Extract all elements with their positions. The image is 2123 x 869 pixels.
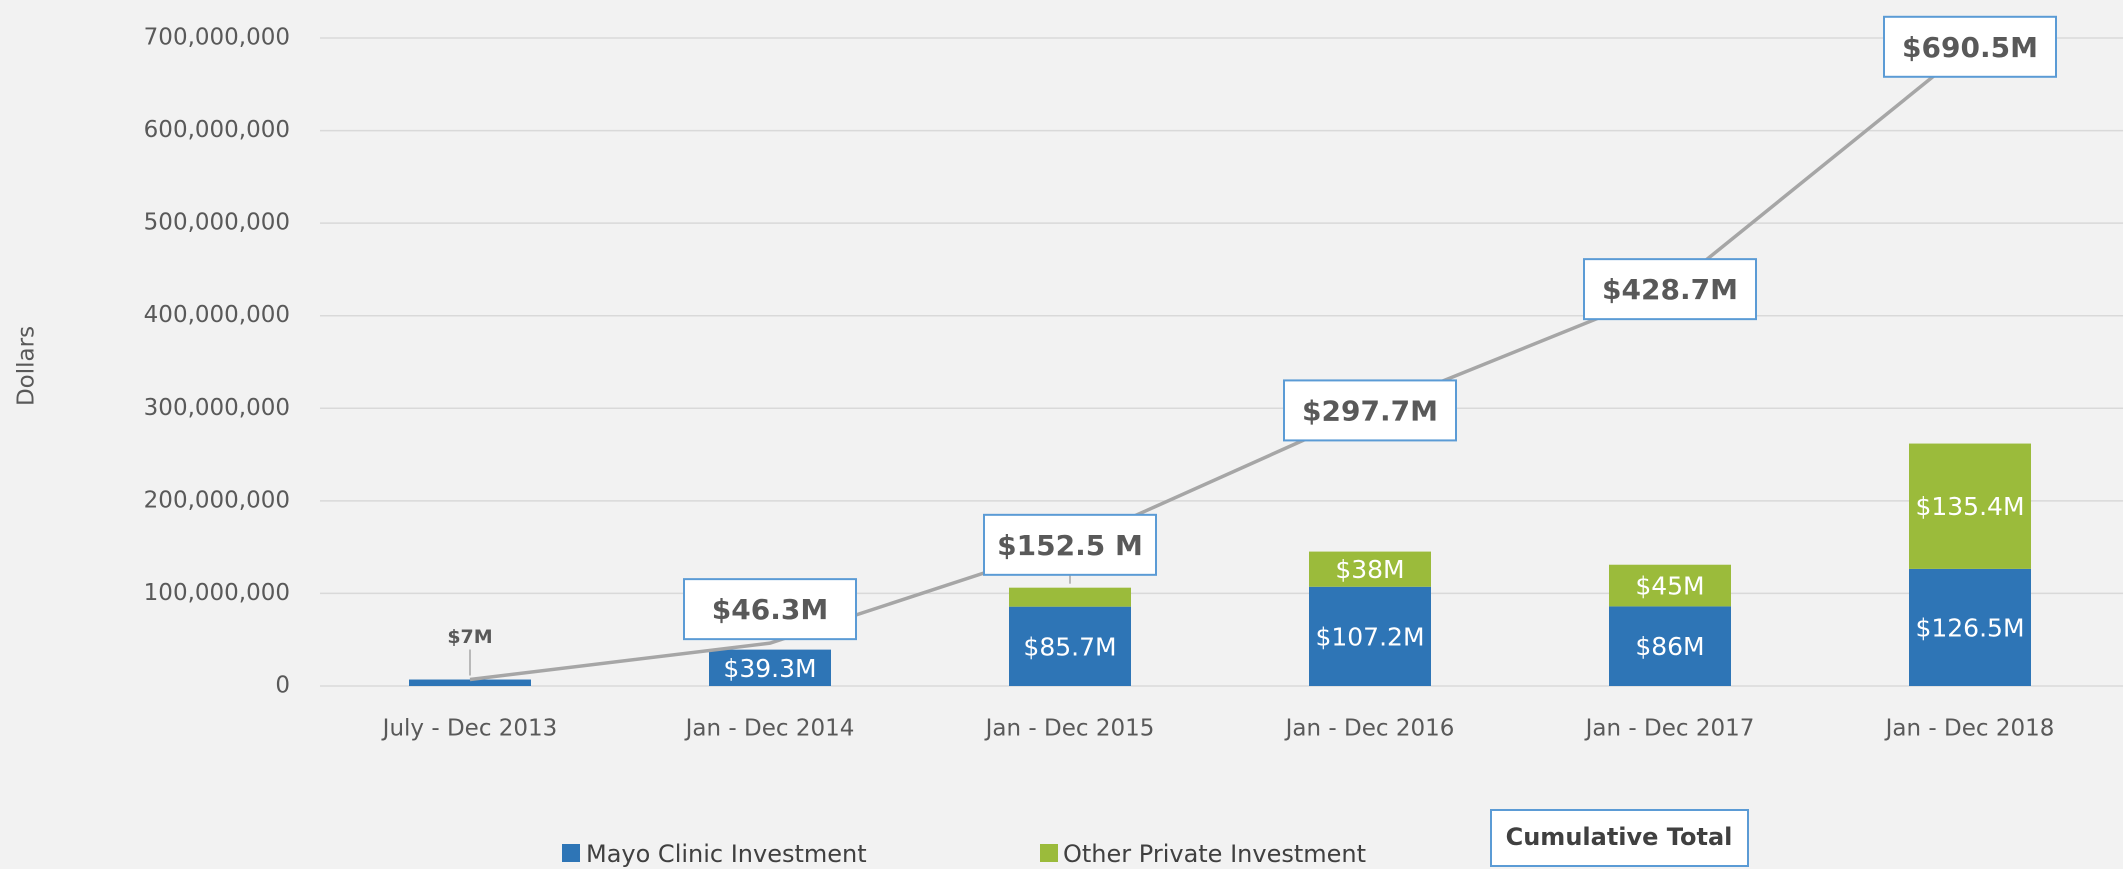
bar-segment [1909,443,2031,569]
bar-value-label: $39.3M [723,654,816,683]
line-label-box [683,578,857,641]
line-value-label: $46.3M [712,593,828,626]
bar-value-label: $126.5M [1915,613,2024,642]
cumulative-line [469,45,1972,682]
bar-value-label: $86M [1635,632,1704,661]
line-value-label: $428.7M [1602,273,1738,306]
legend-label: Cumulative Total [1506,823,1733,851]
line-label-box [1883,15,2057,78]
bar-segment [409,679,531,686]
y-tick-label: 200,000,000 [144,487,290,513]
line-value-label: $152.5 M [997,529,1143,562]
bar-value-label: $38M [1335,555,1404,584]
legend-swatch [1040,844,1058,862]
legend-label: Other Private Investment [1063,840,1366,868]
line-label-box [983,513,1157,576]
legend-swatch [562,844,580,862]
x-tick-label: Jan - Dec 2016 [1284,716,1455,742]
bar-segment [1609,564,1731,607]
line-label-box [1283,379,1457,442]
bar-segment [709,649,831,686]
x-tick-label: Jan - Dec 2018 [1884,716,2055,742]
bar-segment [1909,568,2031,686]
x-tick-label: Jan - Dec 2015 [984,716,1155,742]
y-tick-label: 300,000,000 [144,395,290,421]
x-tick-label: July - Dec 2013 [381,716,558,742]
y-tick-label: 0 [275,673,290,699]
x-tick-label: Jan - Dec 2017 [1584,716,1755,742]
line-label-box [1583,258,1757,321]
bar-value-label: $7M [447,626,492,648]
y-tick-label: 600,000,000 [144,117,290,143]
y-axis-label: Dollars [14,326,40,406]
bar-value-label: $85.7M [1023,632,1116,661]
bar-segment [1309,586,1431,686]
bar-value-label: $135.4M [1915,492,2024,521]
y-tick-label: 100,000,000 [144,580,290,606]
bar-segment [1609,606,1731,686]
line-value-label: $690.5M [1902,31,2038,64]
y-tick-label: 700,000,000 [144,25,290,51]
bar-value-label: $107.2M [1315,622,1424,651]
x-tick-label: Jan - Dec 2014 [684,716,855,742]
y-tick-label: 500,000,000 [144,210,290,236]
bar-value-label: $45M [1635,572,1704,601]
line-value-label: $297.7M [1302,394,1438,427]
bar-segment [1009,587,1131,607]
y-tick-label: 400,000,000 [144,302,290,328]
bar-segment [1009,606,1131,686]
legend-box [1490,809,1749,867]
legend-label: Mayo Clinic Investment [586,840,867,868]
bar-segment [1309,551,1431,587]
